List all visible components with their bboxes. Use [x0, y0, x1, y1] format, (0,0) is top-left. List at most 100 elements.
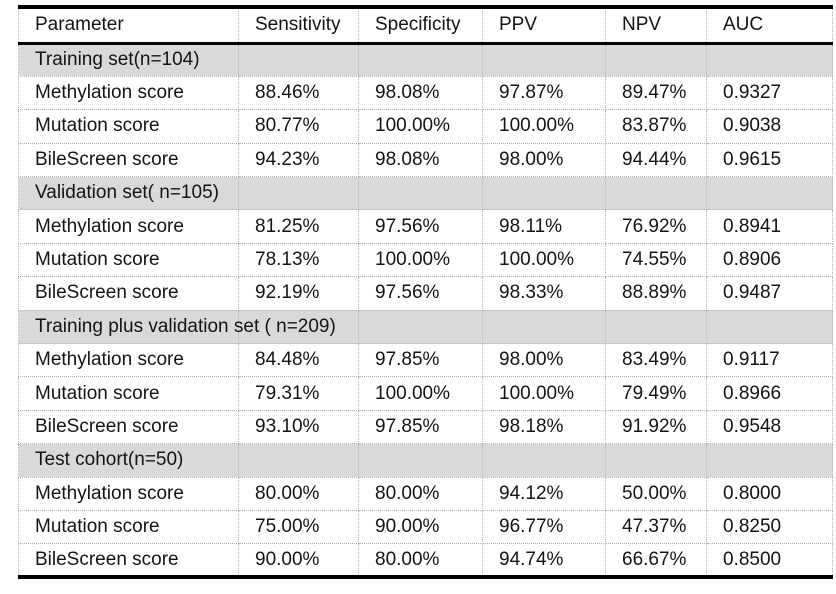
- cell-sensitivity: 80.77%: [238, 109, 359, 144]
- cell-specificity: 97.85%: [358, 409, 483, 445]
- cell-ppv: 100.00%: [482, 242, 606, 278]
- table-row: Methylation score 81.25% 97.56% 98.11% 7…: [18, 209, 833, 244]
- table-row: Methylation score 84.48% 97.85% 98.00% 8…: [18, 343, 833, 378]
- column-header-parameter: Parameter: [18, 6, 239, 44]
- cell-npv: 66.67%: [605, 543, 707, 578]
- column-header-sensitivity: Sensitivity: [238, 6, 359, 44]
- cell-parameter: BileScreen score: [18, 409, 239, 445]
- cell-parameter: Mutation score: [18, 509, 239, 545]
- cell-npv: 89.47%: [605, 75, 707, 111]
- cell-npv: 50.00%: [605, 476, 707, 511]
- cell-sensitivity: 84.48%: [238, 343, 359, 378]
- table-row: Mutation score 80.77% 100.00% 100.00% 83…: [18, 109, 833, 144]
- cell-ppv: 98.00%: [482, 142, 606, 178]
- cell-sensitivity: 79.31%: [238, 376, 359, 411]
- cell-sensitivity: 88.46%: [238, 75, 359, 111]
- cell-specificity: 80.00%: [358, 543, 483, 578]
- cell-specificity: 98.08%: [358, 142, 483, 178]
- cell-auc: 0.8250: [706, 509, 833, 545]
- section-title: Validation set( n=105): [18, 176, 239, 211]
- table-row: Mutation score 79.31% 100.00% 100.00% 79…: [18, 376, 833, 411]
- cell-parameter: Mutation score: [18, 242, 239, 278]
- section-title: Training plus validation set ( n=209): [18, 309, 336, 345]
- section-empty-cell: [358, 309, 483, 345]
- cell-parameter: Mutation score: [18, 109, 239, 144]
- cell-npv: 88.89%: [605, 276, 707, 311]
- table-row: BileScreen score 94.23% 98.08% 98.00% 94…: [18, 142, 833, 178]
- cell-ppv: 98.33%: [482, 276, 606, 311]
- cell-npv: 83.49%: [605, 343, 707, 378]
- cell-ppv: 98.11%: [482, 209, 606, 244]
- cell-parameter: Methylation score: [18, 75, 239, 111]
- cell-auc: 0.9615: [706, 142, 833, 178]
- cell-auc: 0.9327: [706, 75, 833, 111]
- cell-parameter: BileScreen score: [18, 543, 239, 578]
- section-empty-cell: [358, 443, 483, 478]
- cell-sensitivity: 75.00%: [238, 509, 359, 545]
- cell-specificity: 98.08%: [358, 75, 483, 111]
- cell-parameter: Methylation score: [18, 209, 239, 244]
- cell-parameter: Methylation score: [18, 476, 239, 511]
- column-header-specificity: Specificity: [358, 6, 483, 44]
- cell-parameter: Methylation score: [18, 343, 239, 378]
- cell-parameter: BileScreen score: [18, 276, 239, 311]
- section-empty-cell: [238, 42, 359, 77]
- section-empty-cell: [482, 42, 606, 77]
- cell-auc: 0.9038: [706, 109, 833, 144]
- cell-ppv: 98.00%: [482, 343, 606, 378]
- section-empty-cell: [482, 309, 606, 345]
- cell-sensitivity: 81.25%: [238, 209, 359, 244]
- cell-auc: 0.9487: [706, 276, 833, 311]
- section-empty-cell: [238, 443, 359, 478]
- cell-sensitivity: 78.13%: [238, 242, 359, 278]
- cell-specificity: 97.56%: [358, 209, 483, 244]
- cell-specificity: 100.00%: [358, 376, 483, 411]
- cell-specificity: 100.00%: [358, 109, 483, 144]
- section-empty-cell: [605, 176, 707, 211]
- cell-specificity: 100.00%: [358, 242, 483, 278]
- column-header-auc: AUC: [706, 6, 833, 44]
- table-row: Methylation score 80.00% 80.00% 94.12% 5…: [18, 476, 833, 511]
- header-row: Parameter Sensitivity Specificity PPV NP…: [18, 6, 833, 44]
- cell-auc: 0.8966: [706, 376, 833, 411]
- cell-specificity: 90.00%: [358, 509, 483, 545]
- cell-ppv: 98.18%: [482, 409, 606, 445]
- section-header-row: Validation set( n=105): [18, 176, 833, 211]
- section-empty-cell: [238, 176, 359, 211]
- section-empty-cell: [605, 42, 707, 77]
- column-header-npv: NPV: [605, 6, 707, 44]
- cell-npv: 76.92%: [605, 209, 707, 244]
- table-row: Mutation score 78.13% 100.00% 100.00% 74…: [18, 242, 833, 278]
- cell-ppv: 96.77%: [482, 509, 606, 545]
- table-row: BileScreen score 92.19% 97.56% 98.33% 88…: [18, 276, 833, 311]
- cell-specificity: 97.56%: [358, 276, 483, 311]
- section-empty-cell: [706, 443, 833, 478]
- cell-npv: 79.49%: [605, 376, 707, 411]
- table-row: BileScreen score 90.00% 80.00% 94.74% 66…: [18, 543, 833, 578]
- table-row: Methylation score 88.46% 98.08% 97.87% 8…: [18, 75, 833, 111]
- cell-ppv: 100.00%: [482, 109, 606, 144]
- cell-sensitivity: 93.10%: [238, 409, 359, 445]
- section-empty-cell: [605, 443, 707, 478]
- section-empty-cell: [238, 309, 359, 345]
- table-body: Training set(n=104) Methylation score 88…: [18, 42, 833, 578]
- cell-specificity: 80.00%: [358, 476, 483, 511]
- cell-sensitivity: 90.00%: [238, 543, 359, 578]
- cell-npv: 94.44%: [605, 142, 707, 178]
- cell-auc: 0.8941: [706, 209, 833, 244]
- cell-sensitivity: 92.19%: [238, 276, 359, 311]
- cell-parameter: Mutation score: [18, 376, 239, 411]
- section-empty-cell: [358, 42, 483, 77]
- cell-auc: 0.8906: [706, 242, 833, 278]
- cell-ppv: 94.12%: [482, 476, 606, 511]
- table-row: Mutation score 75.00% 90.00% 96.77% 47.3…: [18, 509, 833, 545]
- cell-auc: 0.9548: [706, 409, 833, 445]
- section-empty-cell: [706, 42, 833, 77]
- section-empty-cell: [706, 176, 833, 211]
- cell-npv: 83.87%: [605, 109, 707, 144]
- section-empty-cell: [482, 443, 606, 478]
- cell-auc: 0.8500: [706, 543, 833, 578]
- cell-ppv: 100.00%: [482, 376, 606, 411]
- cell-ppv: 97.87%: [482, 75, 606, 111]
